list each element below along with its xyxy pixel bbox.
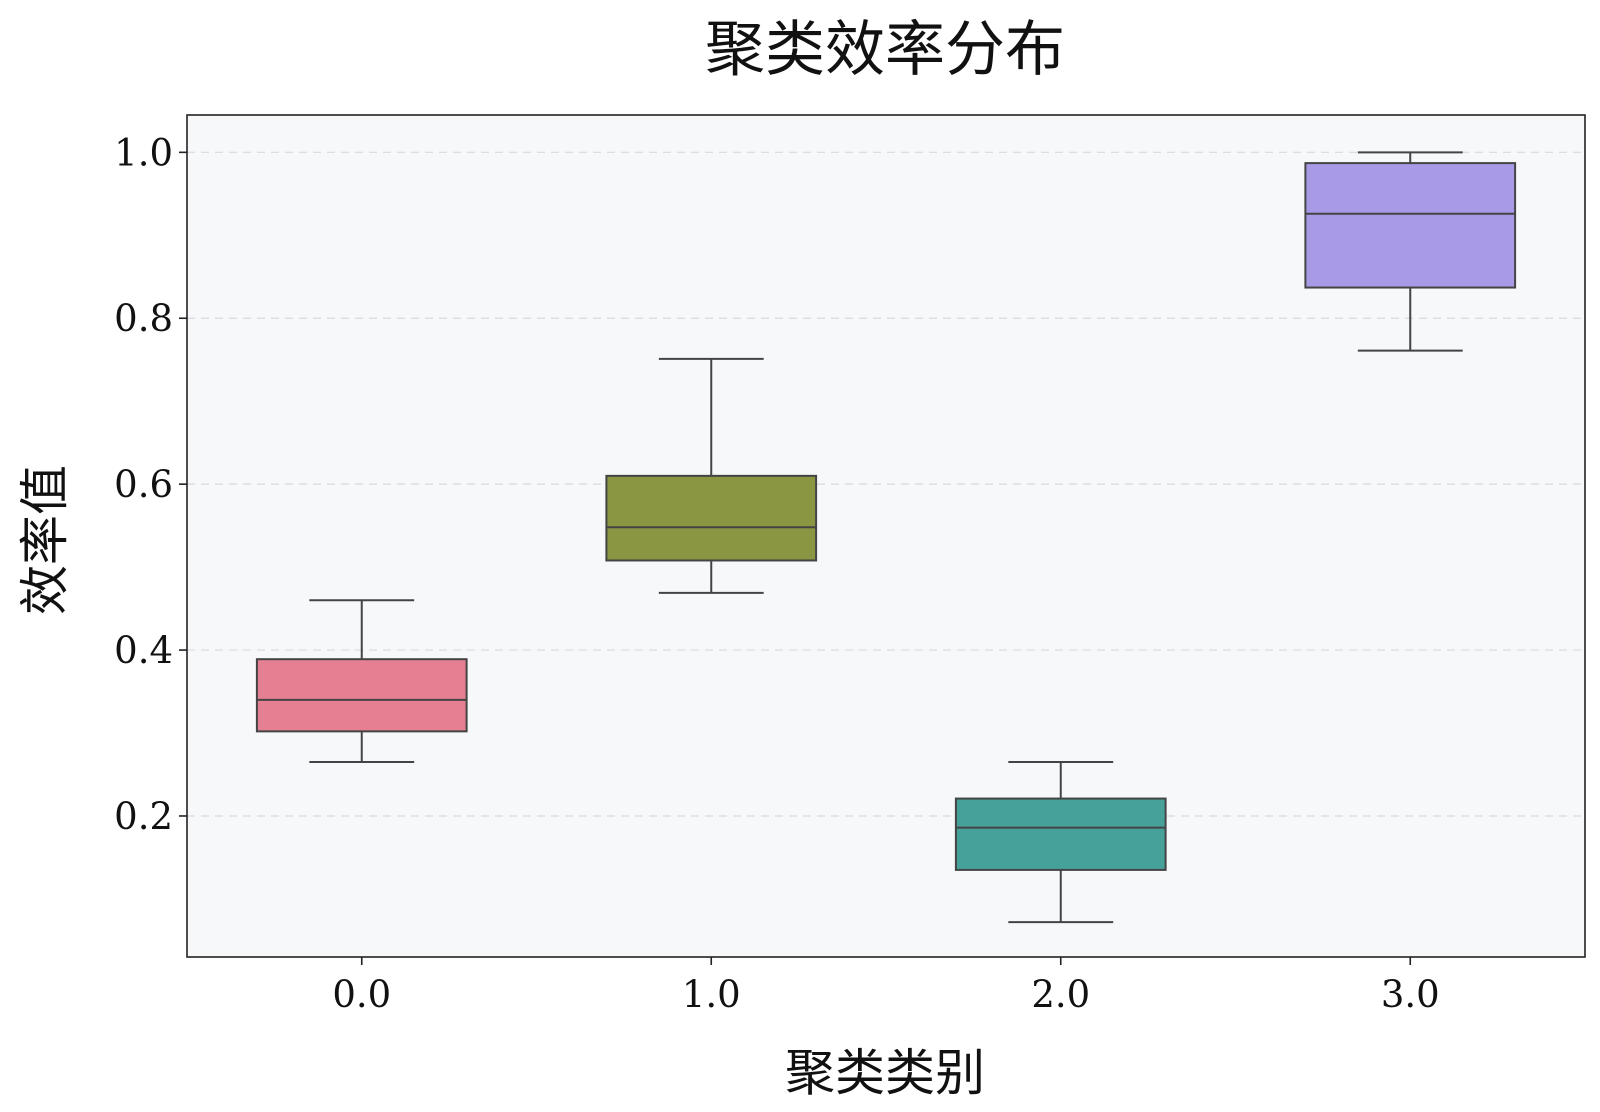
iqr-box: [605, 474, 818, 562]
box-plot-2-0: [954, 761, 1167, 924]
y-tick-label: 0.6: [114, 463, 173, 506]
grid-layer: [187, 151, 1585, 817]
chart-title: 聚类效率分布: [705, 15, 1065, 85]
x-tick-label: 2.0: [1031, 973, 1090, 1016]
x-tick-label: 3.0: [1381, 973, 1440, 1016]
y-tick-label: 0.4: [114, 629, 173, 672]
iqr-box: [255, 658, 468, 733]
box-plot-0-0: [255, 599, 468, 764]
iqr-box: [1304, 162, 1517, 289]
y-tick-label: 0.8: [114, 297, 173, 340]
boxes-layer: [255, 151, 1517, 924]
x-tick-label: 0.0: [332, 973, 391, 1016]
iqr-box: [954, 797, 1167, 871]
x-axis: 0.0 1.0 2.0 3.0: [332, 957, 1440, 1016]
box-plot-3-0: [1304, 151, 1517, 352]
y-axis-label: 效率值: [16, 465, 74, 615]
y-axis: 0.2 0.4 0.6 0.8 1.0: [114, 131, 187, 838]
plot-frame: [186, 114, 1586, 958]
x-axis-label: 聚类类别: [785, 1044, 985, 1102]
box-plot-1-0: [605, 357, 818, 594]
x-tick-label: 1.0: [682, 973, 741, 1016]
y-tick-label: 0.2: [114, 795, 173, 838]
y-tick-label: 1.0: [114, 131, 173, 174]
